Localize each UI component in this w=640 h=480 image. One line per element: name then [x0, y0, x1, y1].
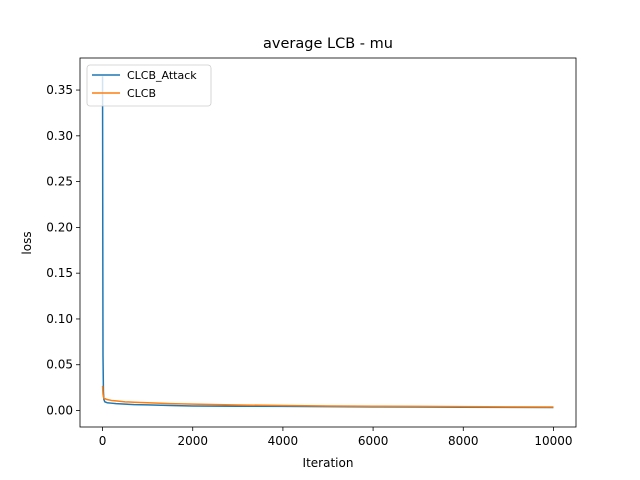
legend: CLCB_Attack CLCB [86, 64, 212, 107]
x-tick-label: 2000 [177, 434, 208, 448]
legend-label-clcb: CLCB [127, 87, 156, 100]
y-axis-ticks: 0.00 0.05 0.10 0.15 0.20 0.25 0.30 0.35 [46, 83, 80, 418]
y-tick-label: 0.30 [46, 129, 73, 143]
series-layer [101, 76, 554, 409]
legend-label-clcb-attack: CLCB_Attack [127, 69, 197, 82]
x-tick-label: 10000 [534, 434, 572, 448]
y-tick-label: 0.15 [46, 266, 73, 280]
y-tick-label: 0.05 [46, 358, 73, 372]
plot-area [80, 58, 576, 427]
x-tick-label: 4000 [268, 434, 299, 448]
y-axis-label: loss [20, 231, 34, 254]
y-tick-label: 0.20 [46, 220, 73, 234]
y-tick-label: 0.35 [46, 83, 73, 97]
y-tick-label: 0.10 [46, 312, 73, 326]
plot-frame [79, 57, 577, 428]
x-tick-label: 0 [99, 434, 107, 448]
chart-title: average LCB - mu [263, 36, 393, 52]
series-line-clcb [101, 385, 554, 408]
x-axis-ticks: 0 2000 4000 6000 8000 10000 [99, 427, 573, 448]
y-tick-label: 0.25 [46, 175, 73, 189]
x-axis-label: Iteration [303, 456, 354, 470]
y-tick-label: 0.00 [46, 404, 73, 418]
x-tick-label: 6000 [358, 434, 389, 448]
x-tick-label: 8000 [448, 434, 479, 448]
